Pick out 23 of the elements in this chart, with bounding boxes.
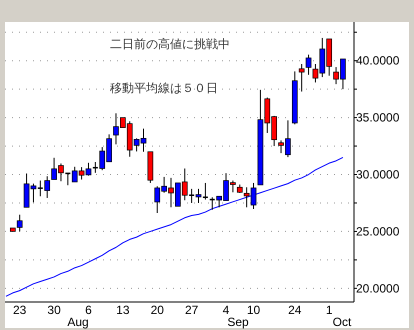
x-tick-label: 4 <box>222 303 230 317</box>
annotation: 移動平均線は５０日 <box>110 81 218 95</box>
x-tick-label: 13 <box>116 303 130 317</box>
text: Aug <box>67 315 89 329</box>
y-tick-label: 20.0000 <box>356 281 400 296</box>
candlestick <box>298 64 305 92</box>
x-tick-label: 10 <box>246 303 261 317</box>
y-tick-label: 35.0000 <box>356 110 400 125</box>
text: Oct <box>332 315 352 329</box>
annotation: 二日前の高値に挑戦中 <box>110 37 230 51</box>
x-tick-label: 27 <box>184 303 199 317</box>
x-tick-label: 1 <box>326 303 333 317</box>
x-tick-label: 24 <box>288 303 302 317</box>
x-tick-label: 30 <box>47 303 62 317</box>
candlestick <box>306 54 312 76</box>
line-series <box>5 156 344 297</box>
x-tick-label: 6 <box>85 303 92 317</box>
text: Sep <box>227 315 249 329</box>
x-tick-label: 20 <box>150 303 164 317</box>
y-tick-label: 30.0000 <box>356 168 400 182</box>
y-tick-label: 25.0000 <box>356 224 400 238</box>
y-tick-label: 40.0000 <box>356 54 400 68</box>
x-tick-label: 23 <box>13 303 27 317</box>
